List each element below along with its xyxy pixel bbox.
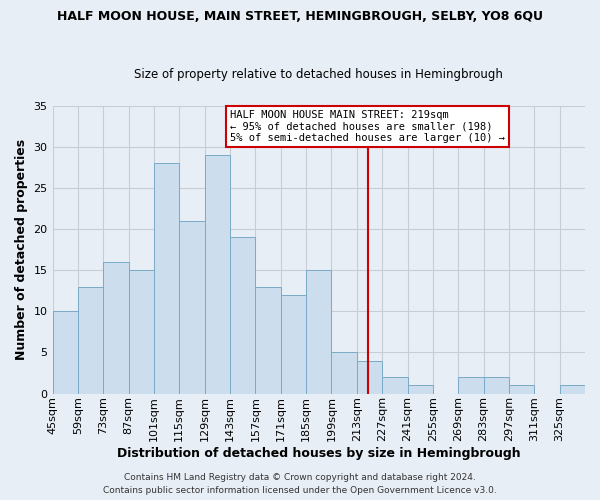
Bar — [509, 386, 534, 394]
Bar — [281, 295, 306, 394]
Bar — [128, 270, 154, 394]
Bar — [154, 164, 179, 394]
Bar — [230, 238, 256, 394]
Text: HALF MOON HOUSE MAIN STREET: 219sqm
← 95% of detached houses are smaller (198)
5: HALF MOON HOUSE MAIN STREET: 219sqm ← 95… — [230, 110, 505, 143]
Bar — [560, 386, 585, 394]
Y-axis label: Number of detached properties: Number of detached properties — [15, 139, 28, 360]
Bar — [382, 377, 407, 394]
Bar — [78, 286, 103, 394]
Text: HALF MOON HOUSE, MAIN STREET, HEMINGBROUGH, SELBY, YO8 6QU: HALF MOON HOUSE, MAIN STREET, HEMINGBROU… — [57, 10, 543, 23]
Bar — [484, 377, 509, 394]
Bar — [256, 286, 281, 394]
Bar — [179, 221, 205, 394]
Bar — [331, 352, 357, 394]
Bar — [357, 360, 382, 394]
Bar — [53, 312, 78, 394]
Title: Size of property relative to detached houses in Hemingbrough: Size of property relative to detached ho… — [134, 68, 503, 81]
X-axis label: Distribution of detached houses by size in Hemingbrough: Distribution of detached houses by size … — [117, 447, 521, 460]
Bar — [205, 155, 230, 394]
Bar — [103, 262, 128, 394]
Bar — [407, 386, 433, 394]
Bar — [306, 270, 331, 394]
Bar — [458, 377, 484, 394]
Text: Contains HM Land Registry data © Crown copyright and database right 2024.
Contai: Contains HM Land Registry data © Crown c… — [103, 474, 497, 495]
